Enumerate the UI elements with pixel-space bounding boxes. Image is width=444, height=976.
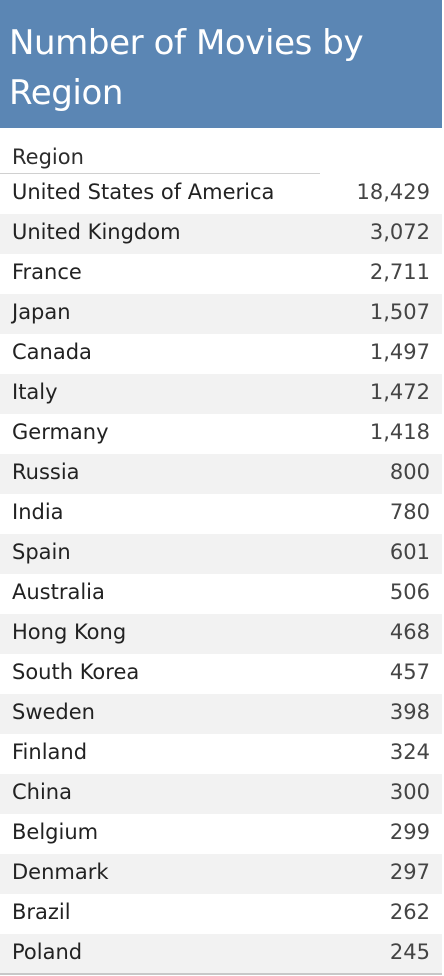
region-label: United States of America (12, 180, 275, 204)
region-label: Poland (12, 940, 83, 964)
region-label: Japan (12, 300, 71, 324)
region-label: Canada (12, 340, 92, 364)
region-label: Finland (12, 740, 88, 764)
table-row: Brazil 262 (0, 894, 442, 934)
region-label: France (12, 260, 82, 284)
table-body: United States of America 18,429 United Kin… (0, 174, 442, 974)
movie-count-value: 468 (389, 620, 430, 644)
table-row: Finland 324 (0, 734, 442, 774)
column-header-region: Region (12, 145, 84, 169)
table-row: Belgium 299 (0, 814, 442, 854)
movie-count-value: 297 (389, 860, 430, 884)
table-row: France 2,711 (0, 254, 442, 294)
table-row: Poland 245 (0, 934, 442, 974)
table-row: India 780 (0, 494, 442, 534)
movie-count-value: 262 (389, 900, 430, 924)
region-label: Spain (12, 540, 71, 564)
region-label: Russia (12, 460, 80, 484)
table-row: Russia 800 (0, 454, 442, 494)
movie-count-value: 506 (389, 580, 430, 604)
movie-count-value: 1,472 (369, 380, 430, 404)
movie-count-value: 324 (389, 740, 430, 764)
table-row: Sweden 398 (0, 694, 442, 734)
region-label: China (12, 780, 72, 804)
movie-count-value: 2,711 (369, 260, 430, 284)
table-row: Germany 1,418 (0, 414, 442, 454)
region-label: Belgium (12, 820, 99, 844)
title-bar: Number of Movies by Region (0, 0, 442, 128)
region-label: Australia (12, 580, 105, 604)
movie-count-value: 457 (389, 660, 430, 684)
table-row: Italy 1,472 (0, 374, 442, 414)
table-row: Australia 506 (0, 574, 442, 614)
movie-count-value: 3,072 (369, 220, 430, 244)
movie-count-value: 300 (389, 780, 430, 804)
table-row: United States of America 18,429 (0, 174, 442, 214)
region-label: Germany (12, 420, 109, 444)
movie-count-value: 601 (389, 540, 430, 564)
movie-count-value: 1,497 (369, 340, 430, 364)
table-bottom-divider (0, 973, 442, 975)
table-row: Denmark 297 (0, 854, 442, 894)
table-row: China 300 (0, 774, 442, 814)
region-label: Hong Kong (12, 620, 127, 644)
region-label: Sweden (12, 700, 95, 724)
table-header-row: Region (0, 134, 442, 174)
region-label: Brazil (12, 900, 71, 924)
table-row: United Kingdom 3,072 (0, 214, 442, 254)
movie-count-value: 299 (389, 820, 430, 844)
table-row: South Korea 457 (0, 654, 442, 694)
movie-count-value: 1,418 (369, 420, 430, 444)
movie-count-value: 1,507 (369, 300, 430, 324)
table-row: Canada 1,497 (0, 334, 442, 374)
movie-count-value: 18,429 (356, 180, 430, 204)
movie-count-value: 800 (389, 460, 430, 484)
region-label: South Korea (12, 660, 140, 684)
table-row: Hong Kong 468 (0, 614, 442, 654)
region-label: Denmark (12, 860, 109, 884)
table-row: Japan 1,507 (0, 294, 442, 334)
table-row: Spain 601 (0, 534, 442, 574)
region-table: Region United States of America 18,429 Uni… (0, 134, 442, 974)
movie-count-value: 398 (389, 700, 430, 724)
region-label: United Kingdom (12, 220, 181, 244)
region-label: Italy (12, 380, 58, 404)
header-divider (0, 173, 320, 174)
chart-title: Number of Movies by Region (9, 23, 364, 113)
movie-count-value: 780 (389, 500, 430, 524)
region-label: India (12, 500, 64, 524)
movie-count-value: 245 (389, 940, 430, 964)
